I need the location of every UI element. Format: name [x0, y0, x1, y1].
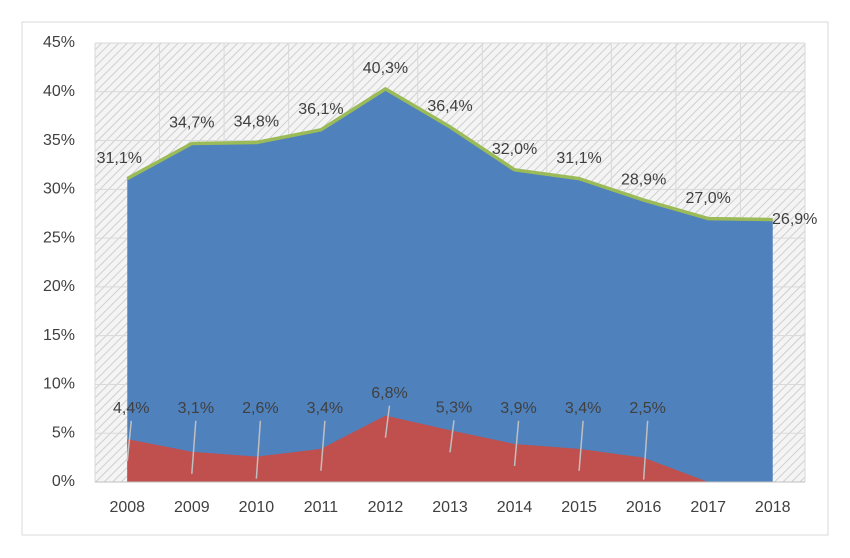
data-label: 3,1%: [178, 400, 214, 417]
data-label: 26,9%: [772, 211, 817, 228]
y-tick-label: 20%: [43, 278, 75, 295]
data-label: 40,3%: [363, 60, 408, 77]
x-tick-label: 2015: [561, 499, 597, 516]
area: [127, 88, 773, 483]
leader-line: [449, 420, 455, 453]
leader-line: [578, 420, 584, 471]
x-tick-label: 2017: [690, 499, 726, 516]
x-tick-label: 2010: [239, 499, 275, 516]
y-tick-label: 35%: [43, 132, 75, 149]
data-label: 36,4%: [427, 98, 472, 115]
y-tick-label: 0%: [52, 473, 75, 490]
y-tick-label: 45%: [43, 34, 75, 51]
x-tick-label: 2008: [109, 499, 145, 516]
x-tick-label: 2011: [304, 499, 339, 516]
data-label: 34,8%: [234, 114, 279, 131]
data-label: 28,9%: [621, 171, 666, 188]
leader-line: [513, 420, 520, 467]
y-tick-label: 5%: [52, 424, 75, 441]
line: [126, 87, 773, 222]
y-tick-label: 10%: [43, 376, 75, 393]
data-label: 34,7%: [169, 115, 214, 132]
data-label: 2,6%: [242, 400, 278, 417]
y-tick-label: 25%: [43, 229, 75, 246]
data-label: 3,4%: [307, 400, 343, 417]
data-label: 6,8%: [371, 385, 407, 402]
x-tick-label: 2016: [626, 499, 662, 516]
leader-line: [126, 420, 133, 462]
data-label: 36,1%: [298, 101, 343, 118]
y-tick-label: 40%: [43, 83, 75, 100]
leader-line: [255, 420, 262, 479]
data-label: 4,4%: [113, 400, 149, 417]
data-label: 32,0%: [492, 141, 537, 158]
y-tick-label: 15%: [43, 327, 75, 344]
x-tick-label: 2014: [497, 499, 533, 516]
x-tick-label: 2013: [432, 499, 468, 516]
data-label: 3,9%: [500, 400, 536, 417]
data-label: 5,3%: [436, 400, 472, 417]
data-label: 31,1%: [97, 150, 142, 167]
data-label: 3,4%: [565, 400, 601, 417]
y-tick-label: 30%: [43, 181, 75, 198]
data-label: 27,0%: [685, 190, 730, 207]
leader-line: [191, 420, 197, 474]
x-tick-label: 2009: [174, 499, 210, 516]
x-tick-label: 2012: [368, 499, 404, 516]
data-label: 31,1%: [556, 150, 601, 167]
leader-line: [642, 420, 649, 480]
x-tick-label: 2018: [755, 499, 791, 516]
leader-line: [384, 405, 391, 438]
data-label: 2,5%: [629, 400, 665, 417]
leader-line: [320, 420, 326, 471]
